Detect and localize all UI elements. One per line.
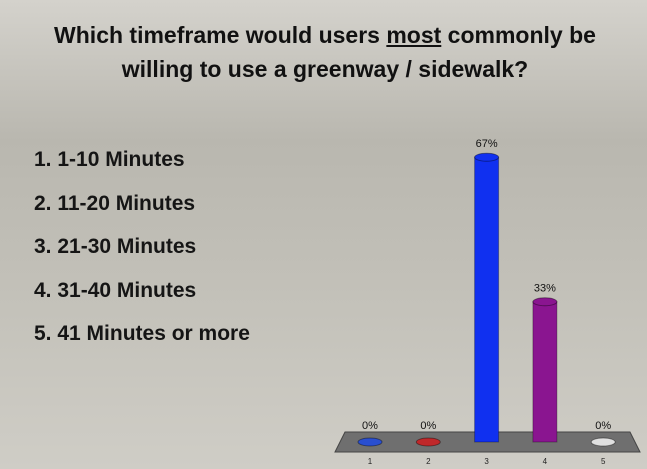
bar-cap — [415, 437, 441, 447]
x-tick-label: 1 — [368, 457, 373, 466]
bar — [532, 301, 558, 443]
slide-title: Which timeframe would users most commonl… — [20, 18, 630, 86]
bar-cap — [532, 297, 558, 307]
x-tick-label: 4 — [543, 457, 548, 466]
bar-cap — [357, 437, 383, 447]
x-tick-label: 2 — [426, 457, 431, 466]
option-item: 4. 31-40 Minutes — [34, 278, 197, 302]
title-text: commonly be willing to use a greenway / … — [121, 22, 596, 82]
option-item: 5. 41 Minutes or more — [34, 322, 250, 345]
bar-cap — [474, 152, 500, 162]
value-label: 67% — [476, 138, 498, 150]
title-emphasis: most — [386, 22, 442, 48]
option-item: 3. 21-30 Minutes — [34, 235, 197, 258]
value-label: 0% — [595, 420, 611, 432]
bar — [474, 156, 500, 443]
value-label: 0% — [362, 420, 378, 432]
value-label: 0% — [420, 420, 436, 432]
option-item: 2. 11-20 Minutes — [34, 191, 196, 215]
title-text: Which timeframe would users — [54, 22, 387, 48]
x-tick-label: 5 — [601, 457, 606, 466]
x-tick-label: 3 — [484, 457, 489, 466]
bar-cap — [590, 437, 616, 447]
option-item: 1. 1-10 Minutes — [34, 148, 185, 171]
value-label: 33% — [534, 283, 556, 295]
